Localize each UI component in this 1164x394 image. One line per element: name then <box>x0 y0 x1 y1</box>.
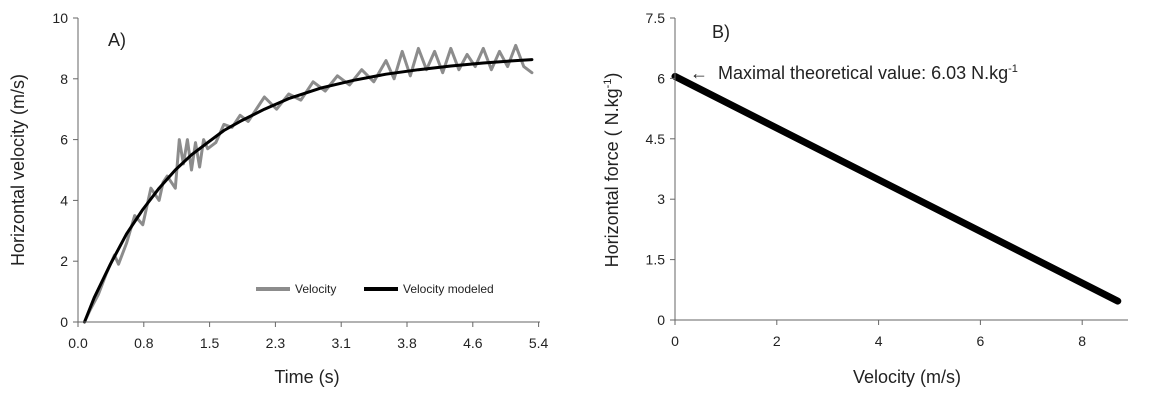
y-tick-label: 4.5 <box>646 131 666 147</box>
chart-a-y-ticks: 0 2 4 6 8 10 <box>52 10 78 330</box>
y-tick-label: 8 <box>60 71 68 87</box>
y-tick-label: 10 <box>52 10 68 26</box>
x-tick-label: 2 <box>773 333 781 349</box>
x-tick-label: 4.6 <box>463 335 483 351</box>
annotation-arrow: ← <box>690 63 708 83</box>
chart-b-y-label-sup: -1 <box>602 79 614 89</box>
y-tick-label: 4 <box>60 192 68 208</box>
y-tick-label: 0 <box>60 314 68 330</box>
chart-a-x-label: Time (s) <box>274 367 339 387</box>
y-tick-label: 6 <box>60 132 68 148</box>
chart-a-panel-label: A) <box>108 30 126 50</box>
chart-b: 0 1.5 3 4.5 6 7.5 0 2 4 6 8 B) Velocity (m/s) Hor… <box>602 10 1128 387</box>
chart-b-y-label: Horizontal force ( N.kg-1) <box>602 73 622 268</box>
x-tick-label: 5.4 <box>529 335 549 351</box>
chart-a-x-ticks: 0.0 0.8 1.5 2.3 3.1 3.8 4.6 5.4 <box>68 322 549 351</box>
x-tick-label: 0 <box>671 333 679 349</box>
y-tick-label: 0 <box>657 312 665 328</box>
chart-b-y-label-text: Horizontal force ( N.kg <box>602 88 622 267</box>
chart-a: 0 2 4 6 8 10 0.0 0.8 1.5 2.3 3.1 3.8 4.6 5.4 A) Time… <box>8 10 549 387</box>
chart-a-legend: Velocity Velocity modeled <box>256 282 494 296</box>
y-tick-label: 2 <box>60 253 68 269</box>
chart-b-y-label-close: ) <box>602 73 622 79</box>
chart-a-plot-area <box>83 43 534 324</box>
series-line-velocity <box>83 43 534 324</box>
chart-b-x-ticks: 0 2 4 6 8 <box>671 320 1086 349</box>
x-tick-label: 1.5 <box>200 335 220 351</box>
x-tick-label: 3.1 <box>331 335 351 351</box>
x-tick-label: 0.8 <box>134 335 154 351</box>
series-line-force-velocity <box>671 72 1122 305</box>
y-tick-label: 3 <box>657 191 665 207</box>
legend-label-velocity: Velocity <box>295 282 336 296</box>
chart-a-y-label: Horizontal velocity (m/s) <box>8 74 28 266</box>
x-tick-label: 4 <box>875 333 883 349</box>
y-tick-label: 6 <box>657 70 665 86</box>
chart-b-y-ticks: 0 1.5 3 4.5 6 7.5 <box>646 10 675 328</box>
x-tick-label: 3.8 <box>397 335 417 351</box>
legend-label-velocity-modeled: Velocity modeled <box>403 282 494 296</box>
series-line-velocity-modeled <box>83 58 534 324</box>
x-tick-label: 0.0 <box>68 335 88 351</box>
x-tick-label: 6 <box>976 333 984 349</box>
chart-b-plot-area <box>671 72 1122 305</box>
x-tick-label: 8 <box>1078 333 1086 349</box>
annotation-sup: -1 <box>1008 63 1018 75</box>
y-tick-label: 7.5 <box>646 10 666 26</box>
chart-b-x-label: Velocity (m/s) <box>853 367 961 387</box>
y-tick-label: 1.5 <box>646 252 666 268</box>
chart-b-annotation: ← Maximal theoretical value: 6.03 N.kg-1 <box>690 63 1018 83</box>
annotation-text: Maximal theoretical value: 6.03 N.kg <box>718 63 1008 83</box>
x-tick-label: 2.3 <box>266 335 286 351</box>
chart-b-panel-label: B) <box>712 22 730 42</box>
